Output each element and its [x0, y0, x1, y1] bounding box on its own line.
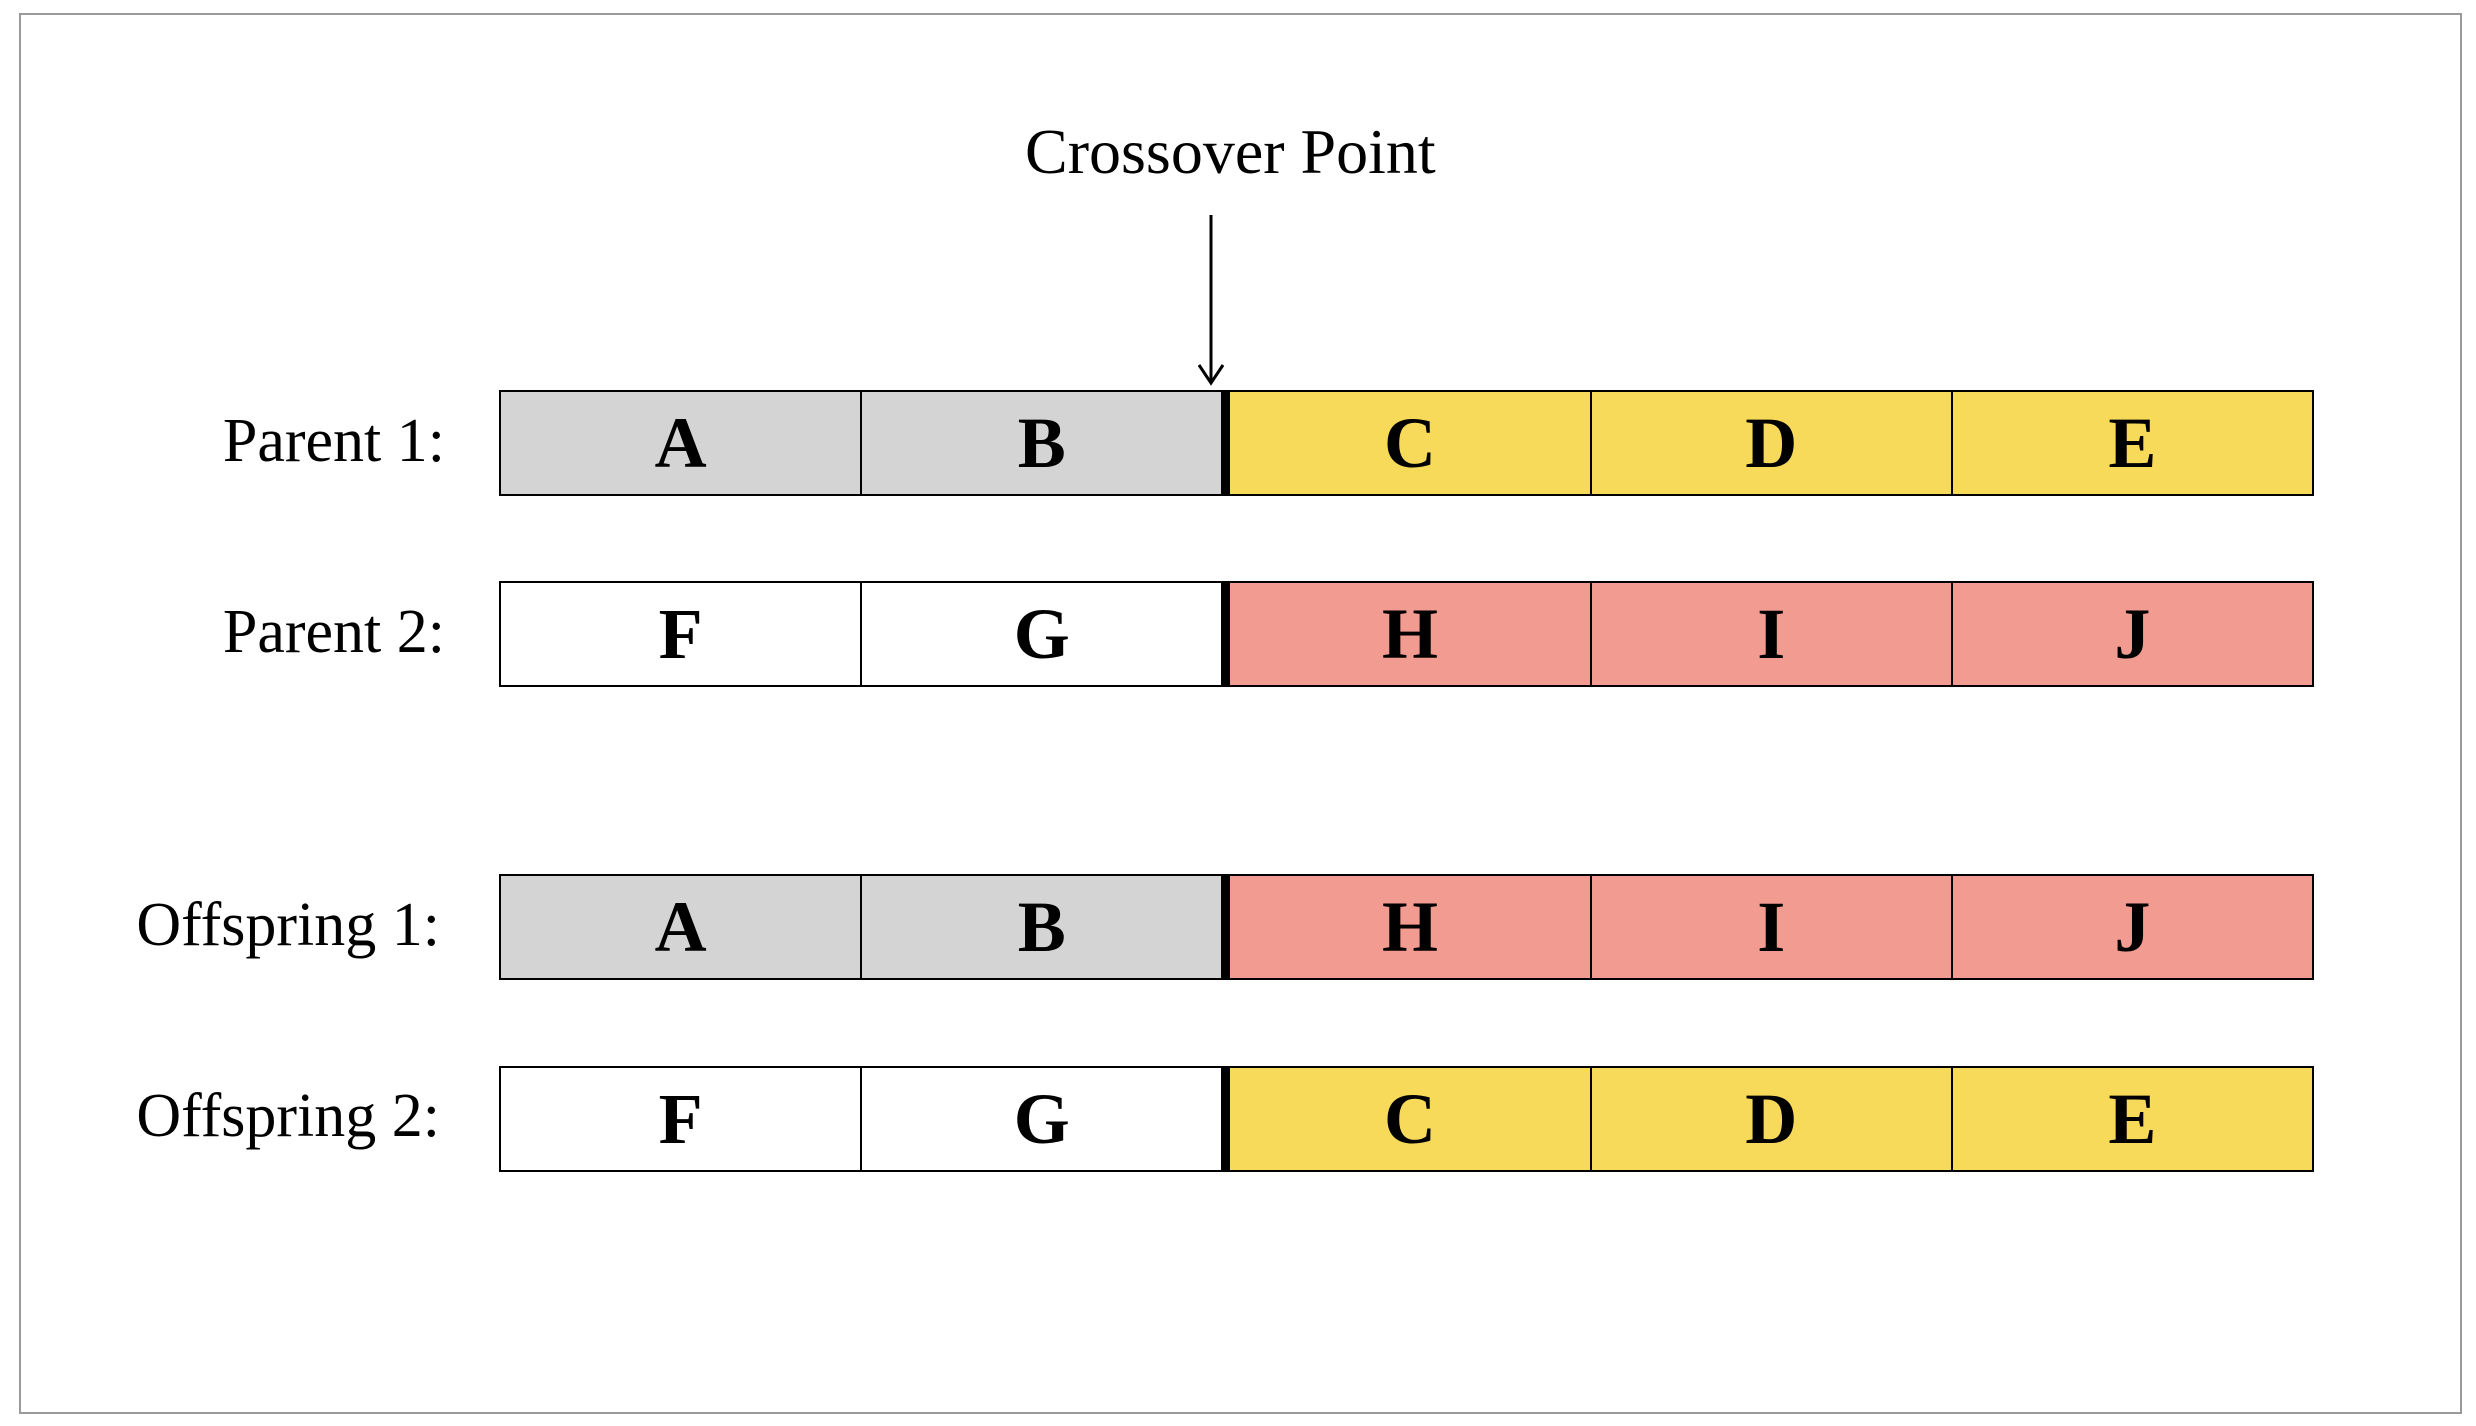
row-label-offspring-2: Offspring 2:	[136, 1082, 440, 1150]
gene: F	[501, 1068, 861, 1170]
gene: B	[860, 392, 1222, 494]
row-label-parent-1: Parent 1:	[222, 407, 445, 475]
gene: H	[1221, 876, 1590, 978]
gene: I	[1589, 583, 1951, 685]
diagram-frame	[19, 13, 2462, 1414]
crossover-arrow-icon	[1198, 215, 1224, 386]
gene: E	[1950, 1068, 2313, 1170]
chromosome-offspring-2: F G C D E	[499, 1066, 2314, 1172]
chromosome-offspring-1: A B H I J	[499, 874, 2314, 980]
crossover-point-label: Crossover Point	[1025, 116, 1436, 187]
gene: J	[1950, 583, 2313, 685]
gene: F	[501, 583, 861, 685]
gene: E	[1950, 392, 2313, 494]
chromosome-parent-2: F G H I J	[499, 581, 2314, 687]
gene: G	[860, 1068, 1222, 1170]
gene: H	[1221, 583, 1590, 685]
gene: B	[860, 876, 1222, 978]
gene: D	[1589, 1068, 1951, 1170]
gene: I	[1589, 876, 1951, 978]
gene: C	[1221, 1068, 1590, 1170]
chromosome-parent-1: A B C D E	[499, 390, 2314, 496]
row-label-offspring-1: Offspring 1:	[136, 891, 440, 959]
gene: G	[860, 583, 1222, 685]
gene: J	[1950, 876, 2313, 978]
gene: A	[501, 392, 861, 494]
gene: D	[1589, 392, 1951, 494]
gene: A	[501, 876, 861, 978]
gene: C	[1221, 392, 1590, 494]
row-label-parent-2: Parent 2:	[222, 598, 445, 666]
